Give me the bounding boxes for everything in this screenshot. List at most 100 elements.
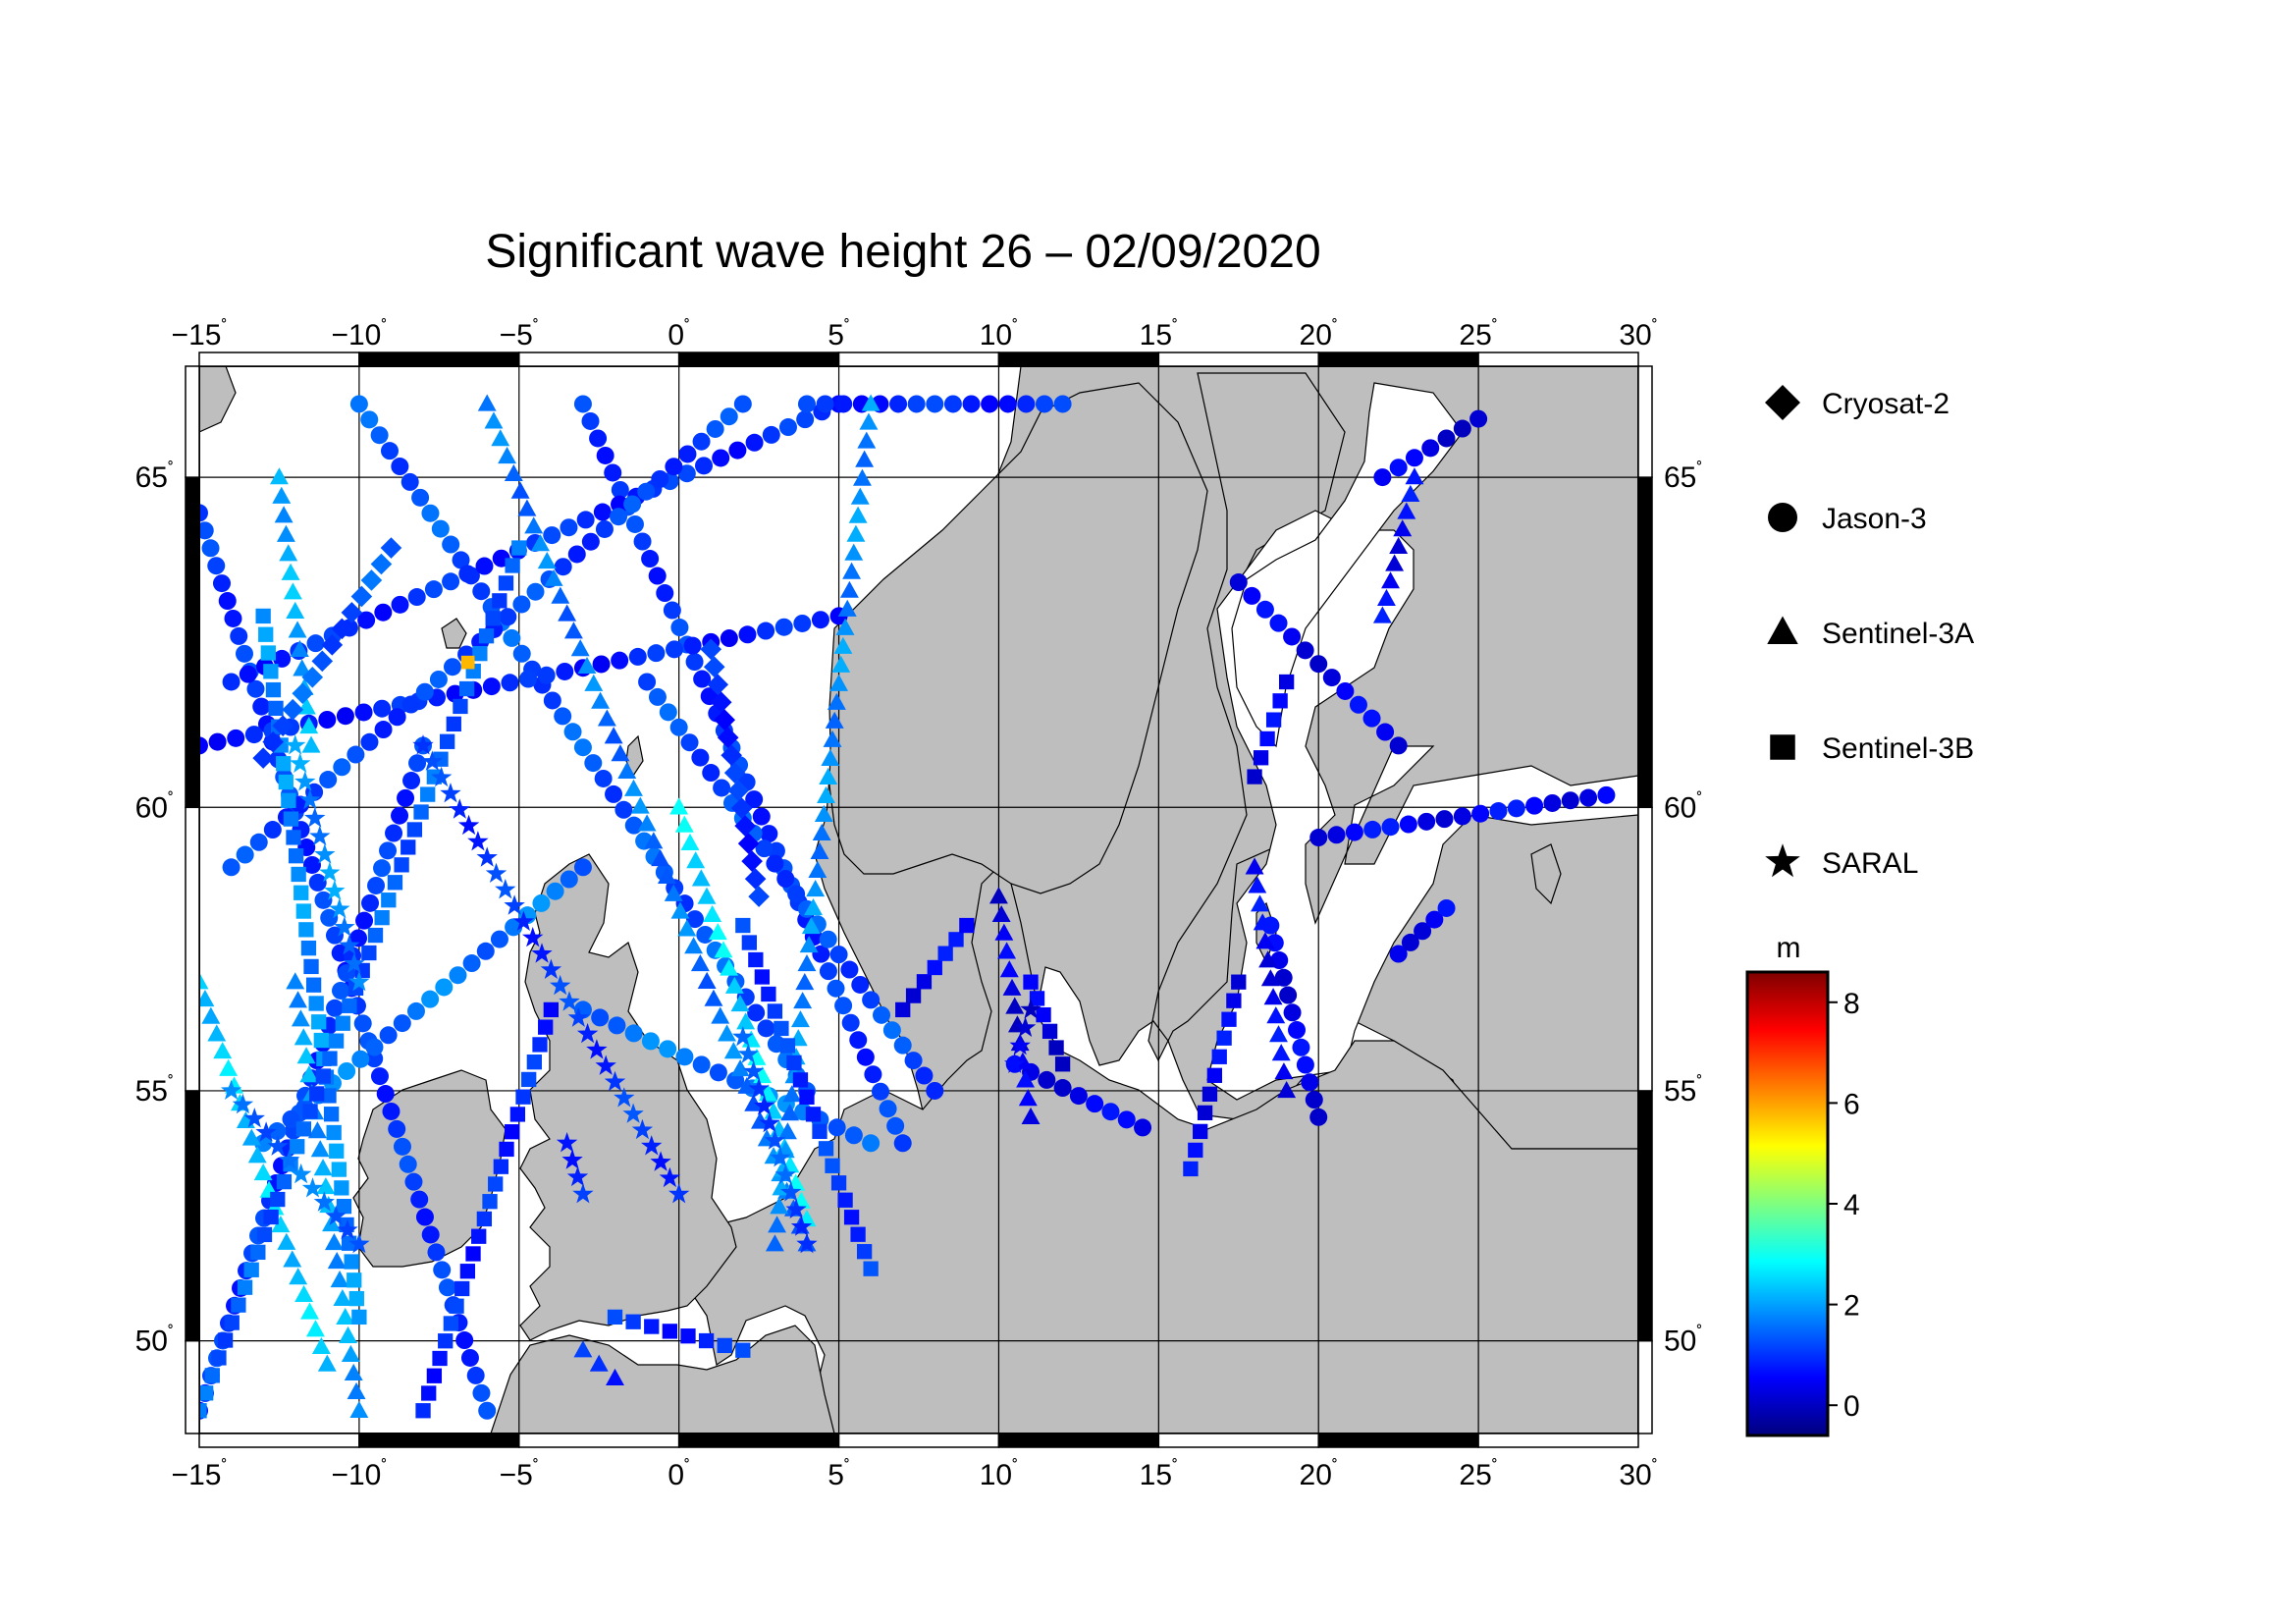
track-point-square xyxy=(779,1038,796,1054)
track-point-square xyxy=(1036,1006,1051,1023)
track-point-triangle xyxy=(770,1197,789,1215)
lon-tick-label: −5˚ xyxy=(500,317,539,352)
track-point-square xyxy=(505,1124,520,1140)
track-point-star xyxy=(301,1177,324,1198)
track-point-triangle xyxy=(670,901,690,919)
track-point-circle xyxy=(388,1119,406,1138)
track-point-square xyxy=(895,1001,911,1018)
track-point-triangle xyxy=(219,1058,239,1076)
track-point-square xyxy=(476,1211,493,1227)
track-point-circle xyxy=(199,504,208,522)
track-point-triangle xyxy=(537,551,557,569)
track-point-circle xyxy=(333,758,351,777)
track-point-circle xyxy=(227,729,245,747)
track-point-circle xyxy=(382,1102,400,1120)
track-point-circle xyxy=(656,584,674,603)
track-point-triangle xyxy=(1405,467,1424,485)
track-point-circle xyxy=(347,745,365,764)
track-point-circle xyxy=(1274,968,1293,987)
track-point-circle xyxy=(589,429,608,448)
track-point-diamond xyxy=(730,797,753,819)
track-point-square xyxy=(1188,1142,1203,1159)
track-point-triangle xyxy=(708,923,727,941)
track-point-circle xyxy=(659,1040,677,1058)
track-point-circle xyxy=(554,558,572,576)
track-point-square xyxy=(204,1368,220,1383)
track-point-diamond xyxy=(360,569,383,591)
track-point-square xyxy=(492,593,507,609)
track-point-circle xyxy=(595,519,614,538)
track-point-triangle xyxy=(994,923,1014,941)
track-point-square xyxy=(313,1032,329,1049)
track-point-square xyxy=(283,811,299,827)
track-point-circle xyxy=(244,726,263,744)
track-point-circle xyxy=(236,845,254,864)
track-point-square xyxy=(231,1297,246,1313)
colorbar-tick-label: 6 xyxy=(1843,1088,1860,1120)
track-point-circle xyxy=(427,1243,446,1262)
track-point-circle xyxy=(567,545,586,564)
track-point-triangle xyxy=(310,1140,330,1158)
track-point-circle xyxy=(849,1031,868,1050)
track-point-circle xyxy=(1283,627,1302,646)
track-point-circle xyxy=(926,395,944,413)
track-point-triangle xyxy=(524,516,544,534)
lon-tick-label: 15˚ xyxy=(1140,317,1178,352)
track-point-triangle xyxy=(339,1325,358,1344)
track-point-triangle xyxy=(1269,1025,1288,1043)
border-segment-bottom xyxy=(997,1433,1160,1448)
track-point-diamond xyxy=(252,747,274,769)
colorbar-ticks: 0 2 4 6 8 xyxy=(1828,988,1860,1423)
track-point-circle xyxy=(573,738,592,757)
track-point-circle xyxy=(819,930,837,948)
track-point-triangle xyxy=(1002,978,1022,996)
track-point-square xyxy=(281,792,296,808)
track-point-circle xyxy=(1373,468,1392,487)
track-point-circle xyxy=(501,674,519,692)
track-point-triangle xyxy=(279,544,298,562)
track-point-diamond xyxy=(282,698,304,721)
track-point-square xyxy=(741,935,757,950)
track-point-square xyxy=(276,756,292,772)
track-point-triangle xyxy=(199,972,209,990)
track-point-circle xyxy=(669,718,688,736)
track-point-square xyxy=(342,998,357,1013)
track-point-triangle xyxy=(344,1363,363,1380)
legend-label: Sentinel-3B xyxy=(1822,732,1974,765)
track-point-square xyxy=(449,1298,464,1314)
track-point-square xyxy=(237,1279,253,1295)
track-point-circle xyxy=(1288,1021,1307,1040)
track-point-triangle xyxy=(703,904,722,922)
track-point-circle xyxy=(421,1225,440,1244)
track-point-circle xyxy=(1437,898,1456,917)
track-point-triangle xyxy=(720,958,739,976)
track-point-star xyxy=(512,910,535,931)
track-point-circle xyxy=(614,800,633,819)
track-point-star xyxy=(504,894,525,915)
track-point-square xyxy=(488,1176,504,1192)
track-point-square xyxy=(698,1332,715,1349)
track-point-triangle xyxy=(624,779,643,796)
track-point-circle xyxy=(641,1032,660,1051)
track-point-triangle xyxy=(793,992,813,1009)
track-point-triangle xyxy=(311,1336,331,1355)
track-point-circle xyxy=(452,551,470,569)
track-point-triangle xyxy=(591,691,611,709)
track-point-triangle xyxy=(283,1250,302,1268)
track-point-triangle xyxy=(823,730,842,747)
square-icon xyxy=(1770,734,1795,760)
track-point-circle xyxy=(1362,709,1381,728)
track-point-triangle xyxy=(300,1302,319,1320)
track-point-circle xyxy=(1381,818,1400,837)
track-point-circle xyxy=(254,1134,273,1153)
track-point-circle xyxy=(787,885,806,903)
track-point-circle xyxy=(733,395,752,413)
track-point-circle xyxy=(624,1024,643,1043)
track-point-square xyxy=(863,1261,879,1276)
track-point-triangle xyxy=(207,1024,227,1042)
lon-tick-label: 30˚ xyxy=(1619,317,1657,352)
track-point-star xyxy=(291,1163,312,1184)
track-point-circle xyxy=(962,395,981,413)
track-point-triangle xyxy=(630,796,650,814)
